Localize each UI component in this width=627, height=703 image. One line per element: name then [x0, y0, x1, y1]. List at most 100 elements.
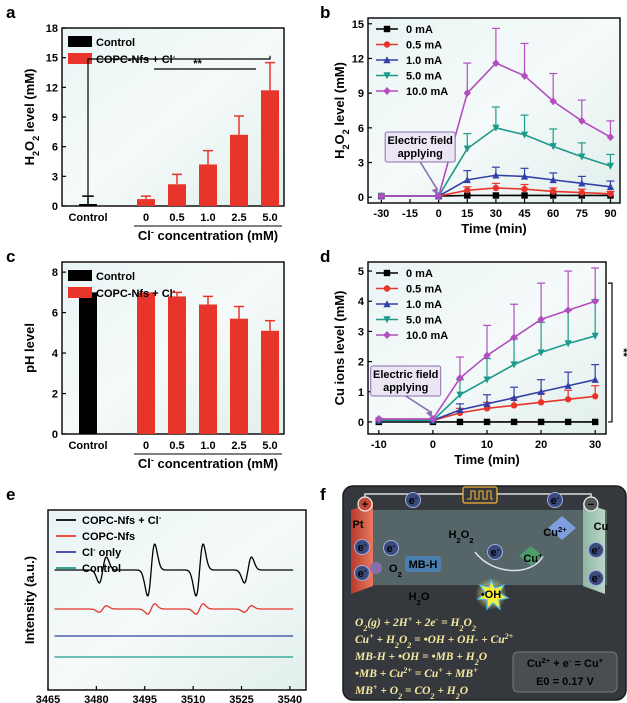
o2-molecule-icon	[370, 562, 382, 574]
positive-terminal-icon	[357, 496, 373, 512]
data-point-d	[564, 396, 572, 403]
d-ytick-label: 1	[358, 387, 364, 399]
bar-c	[168, 296, 186, 434]
legend-label-d: 1.0 mA	[406, 299, 442, 311]
xtick-label-a: 0.5	[169, 212, 184, 224]
data-point-d	[483, 376, 491, 384]
data-point-b	[549, 97, 557, 106]
a-ytick-label: 9	[52, 112, 58, 124]
xtick-label-c: 1.0	[200, 440, 215, 452]
oh-burst-icon	[476, 578, 510, 611]
chart-panel-b: 0 3 6 9 12 15 -30 -15 0 15 30 45 60 75 90 Time (min) H2O…	[332, 17, 621, 236]
reaction-equation: MB+ + O2 = CO2 + H2O	[354, 683, 468, 701]
b-xtick-label: -15	[402, 208, 418, 220]
series-line-d	[378, 300, 596, 420]
series-line-b	[381, 174, 611, 197]
xtick-label-a: 5.0	[262, 212, 277, 224]
legend-marker-b	[383, 72, 391, 80]
data-point-b	[549, 143, 557, 151]
cu2-diamond-icon	[548, 516, 576, 540]
a-ytick-label: 0	[52, 201, 58, 213]
data-point-d	[591, 375, 599, 383]
e-xtick-label: 3465	[36, 694, 60, 703]
electron-icon	[588, 570, 604, 586]
b-ytick-label: 9	[358, 88, 364, 100]
bar-c	[230, 318, 248, 434]
bar-c	[261, 330, 279, 434]
x-axis-label-a: Cl- concentration (mM)	[138, 227, 278, 243]
y-axis-label-a: H2O2 level (mM)	[22, 69, 41, 166]
negative-terminal-icon	[583, 496, 599, 512]
electron-label: e-	[358, 566, 367, 581]
a-ytick-label: 18	[46, 23, 58, 35]
reaction-equation: O2(g) + 2H+ + 2e- = H2O2	[355, 615, 476, 633]
data-point-b	[521, 185, 528, 193]
x-axis-label-d: Time (min)	[454, 452, 520, 467]
data-point-b	[521, 192, 528, 199]
epr-spectrum-line	[54, 603, 294, 615]
series-line-b	[381, 126, 611, 197]
cu-label: Cu	[594, 521, 609, 533]
data-point-d	[564, 306, 572, 315]
b-xtick-label: -30	[373, 208, 389, 220]
electron-icon	[405, 492, 421, 508]
e-xtick-label: 3480	[84, 694, 108, 703]
data-point-d	[510, 418, 518, 426]
annotation-arrow-b	[419, 161, 439, 191]
chart-panel-d: 0 1 2 3 4 5 -10 0 10 20 30 Time (min) Cu ions level …	[332, 261, 627, 467]
data-point-b	[492, 184, 500, 192]
b-xtick-label: 45	[518, 208, 530, 220]
data-point-b	[520, 172, 529, 180]
legend-marker-b	[383, 87, 391, 95]
b-xtick-label: 60	[547, 208, 559, 220]
y-axis-label-c: pH level	[22, 323, 37, 373]
data-point-d	[483, 418, 491, 426]
reaction-equation: MB-H + •OH = •MB + H2O	[354, 651, 487, 667]
a-ytick-label: 12	[46, 82, 58, 94]
x-axis-label-c: Cl- concentration (mM)	[138, 455, 278, 471]
reaction-equation: Cu+ + H2O2 = •OH + OH- + Cu2+	[355, 632, 514, 650]
legend-label-b: 0 mA	[406, 24, 433, 36]
panel-letter-b: b	[320, 3, 330, 22]
data-point-d	[564, 418, 572, 426]
d-xtick-label: -10	[371, 439, 387, 451]
legend-swatch-c	[68, 287, 92, 298]
xtick-label-c: 5.0	[262, 440, 277, 452]
bar-a	[79, 204, 97, 206]
legend-label-e: Control	[82, 563, 121, 575]
data-point-b	[492, 59, 500, 68]
b-ytick-label: 6	[358, 123, 364, 135]
data-point-d	[591, 418, 599, 426]
series-d	[375, 363, 600, 424]
d-ytick-label: 2	[358, 357, 364, 369]
legend-marker-b	[383, 56, 391, 64]
cycle-arrow	[474, 551, 544, 572]
mechanism-diagram: + Pt −Cu e-e-e-e-e-e-e-e- O2 H2O2 MB-H H2O •OH Cu…	[342, 485, 627, 701]
b-ytick-label: 12	[352, 53, 364, 65]
data-point-b	[463, 176, 471, 184]
data-point-d	[510, 333, 518, 342]
legend-label-b: 1.0 mA	[406, 55, 442, 67]
minus-sign: −	[588, 499, 594, 511]
e-xtick-label: 3510	[181, 694, 205, 703]
legend-label-b: 10.0 mA	[406, 86, 448, 98]
pulse-wave-icon	[467, 490, 493, 500]
data-point-b	[492, 171, 500, 179]
data-point-b	[549, 176, 557, 184]
legend-swatch-a	[68, 36, 92, 47]
data-point-d	[375, 414, 383, 423]
series-line-b	[381, 62, 611, 197]
b-xtick-label: 90	[604, 208, 616, 220]
annotation-arrow-d	[405, 395, 433, 414]
data-point-b	[606, 162, 615, 170]
panel-letter-e: e	[6, 485, 15, 504]
b-xtick-label: 15	[461, 208, 473, 220]
a-ytick-label: 15	[46, 53, 58, 65]
data-point-d	[591, 332, 599, 340]
xtick-label-c: 0.5	[169, 440, 184, 452]
legend-a: Control COPC-Nfs + Cl-	[68, 36, 176, 66]
legend-swatch-c	[68, 270, 92, 281]
x-axis-label-b: Time (min)	[461, 221, 527, 236]
xtick-label-a: Control	[68, 212, 107, 224]
b-xtick-label: 75	[576, 208, 588, 220]
